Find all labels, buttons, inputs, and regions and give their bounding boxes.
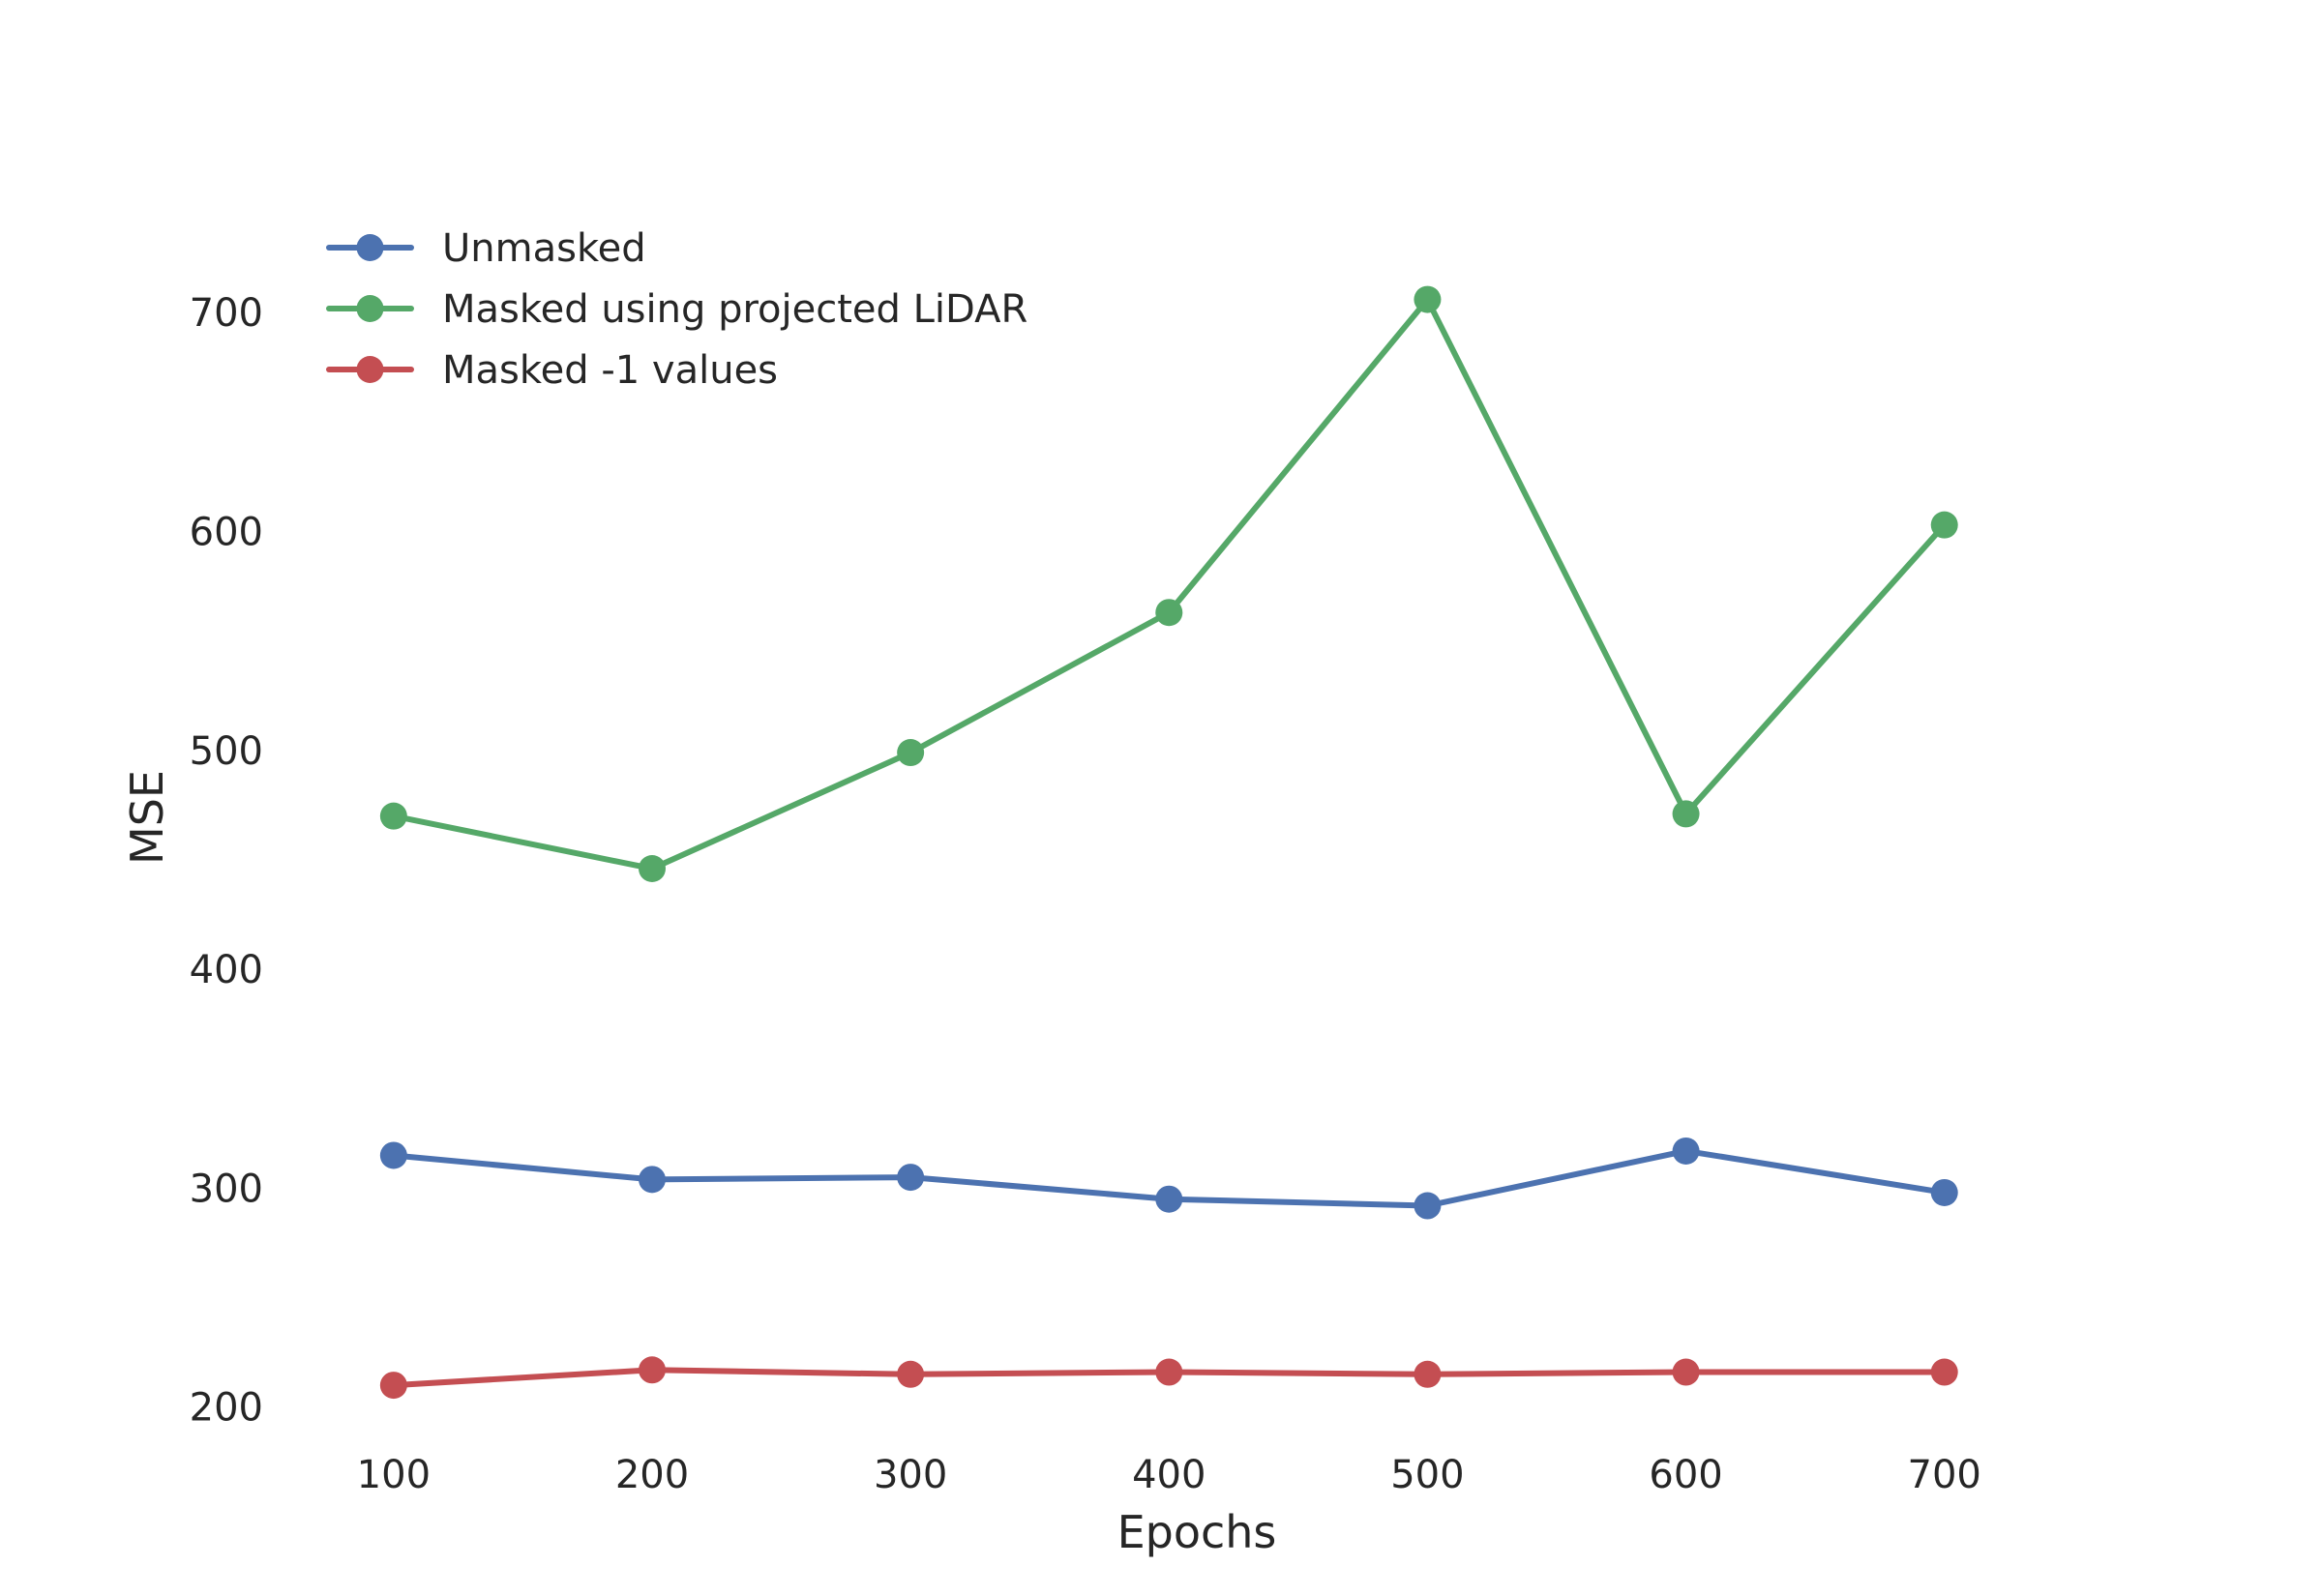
data-point-3-200 <box>639 1356 666 1384</box>
legend: Unmasked Masked using projected LiDAR Mask… <box>326 226 1027 393</box>
legend-label-2: Masked using projected LiDAR <box>442 287 1027 332</box>
legend-marker-2 <box>356 295 384 322</box>
legend-item-2: Masked using projected LiDAR <box>326 287 1027 332</box>
x-tick-labels: 100 200 300 400 500 600 700 <box>357 1453 1981 1497</box>
legend-label-3: Masked -1 values <box>442 348 778 393</box>
x-tick-label-400: 400 <box>1132 1453 1206 1497</box>
y-axis-label-group: MSE <box>121 770 173 865</box>
x-axis-label: Epochs <box>1117 1506 1277 1558</box>
y-tick-label-200: 200 <box>190 1386 263 1431</box>
data-point-3-400 <box>1155 1358 1183 1386</box>
x-tick-label-600: 600 <box>1649 1453 1722 1497</box>
data-point-2-300 <box>897 739 925 767</box>
data-point-2-400 <box>1155 599 1183 627</box>
x-tick-label-700: 700 <box>1908 1453 1981 1497</box>
data-point-3-700 <box>1930 1358 1958 1386</box>
series-layer <box>379 285 1958 1400</box>
legend-label-1: Unmasked <box>442 226 646 271</box>
y-tick-labels: 200 300 400 500 600 700 <box>190 291 263 1431</box>
data-point-3-100 <box>379 1372 407 1400</box>
y-tick-label-300: 300 <box>190 1167 263 1211</box>
y-axis-label: MSE <box>121 770 173 865</box>
data-point-1-500 <box>1414 1192 1442 1220</box>
y-tick-label-400: 400 <box>190 948 263 992</box>
data-point-1-300 <box>897 1164 925 1192</box>
data-point-3-600 <box>1672 1358 1700 1386</box>
data-point-1-400 <box>1155 1185 1183 1213</box>
legend-item-3: Masked -1 values <box>326 348 778 393</box>
data-point-1-100 <box>379 1141 407 1169</box>
data-point-3-300 <box>897 1360 925 1388</box>
series-3 <box>379 1356 1958 1400</box>
y-tick-label-500: 500 <box>190 729 263 774</box>
legend-marker-1 <box>356 234 384 261</box>
x-tick-label-500: 500 <box>1390 1453 1464 1497</box>
y-tick-label-600: 600 <box>190 510 263 554</box>
data-point-2-600 <box>1672 800 1700 828</box>
y-tick-label-700: 700 <box>190 291 263 336</box>
data-point-1-700 <box>1930 1178 1958 1206</box>
x-tick-label-300: 300 <box>874 1453 947 1497</box>
data-point-2-200 <box>639 855 666 882</box>
legend-item-1: Unmasked <box>326 226 646 271</box>
data-point-3-500 <box>1414 1360 1442 1388</box>
data-point-1-600 <box>1672 1137 1700 1165</box>
data-point-2-700 <box>1930 511 1958 539</box>
data-point-2-100 <box>379 802 407 830</box>
series-1 <box>379 1137 1958 1220</box>
data-point-1-200 <box>639 1166 666 1194</box>
x-tick-label-100: 100 <box>357 1453 431 1497</box>
data-point-2-500 <box>1414 285 1442 313</box>
x-tick-label-200: 200 <box>615 1453 689 1497</box>
legend-marker-3 <box>356 356 384 383</box>
series-2 <box>379 285 1958 882</box>
